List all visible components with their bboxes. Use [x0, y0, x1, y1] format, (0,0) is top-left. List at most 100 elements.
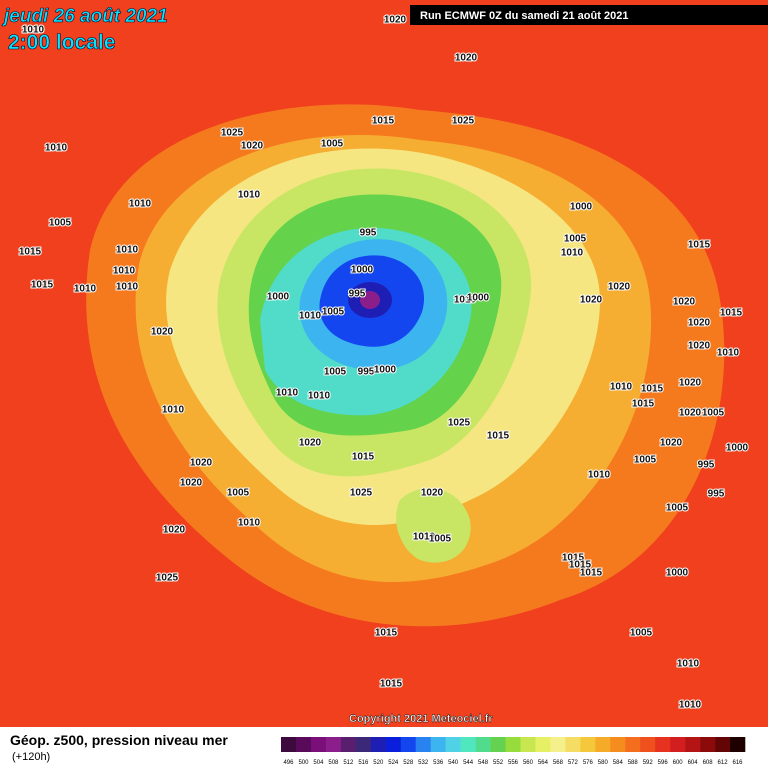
colorbar-swatch [325, 737, 342, 752]
isobar-label: 1020 [688, 341, 711, 352]
colorbar-swatch [385, 737, 402, 752]
colorbar-swatch [685, 737, 701, 752]
isobar-label: 1025 [448, 418, 471, 429]
colorbar-swatch [520, 737, 536, 752]
isobar-label: 1010 [116, 282, 139, 293]
colorbar-label: 556 [508, 760, 519, 766]
isobar-label: 1020 [151, 327, 174, 338]
isobar-label: 1020 [455, 53, 478, 64]
colorbar-swatch [565, 737, 581, 752]
colorbar-label: 600 [673, 760, 684, 766]
isobar-label: 1010 [717, 348, 740, 359]
isobar-label: 1000 [666, 568, 689, 579]
isobar-label: 1020 [679, 408, 702, 419]
colorbar-swatch [730, 737, 746, 752]
colorbar-label: 524 [388, 760, 399, 766]
colorbar-label: 612 [718, 760, 729, 766]
isobar-label: 1005 [666, 503, 689, 514]
isobar-label: 1010 [679, 700, 702, 711]
colorbar-label: 512 [343, 760, 354, 766]
colorbar-swatch [355, 737, 372, 752]
isobar-label: 1005 [429, 534, 452, 545]
geopotential-fill [86, 104, 725, 627]
isobar-label: 1015 [375, 628, 398, 639]
isobar-label: 1020 [608, 282, 631, 293]
colorbar-label: 572 [568, 760, 579, 766]
isobar-label: 1000 [374, 365, 397, 376]
isobar-label: 1005 [324, 367, 347, 378]
colorbar-label: 500 [298, 760, 309, 766]
isobar-label: 1015 [562, 553, 585, 564]
isobar-label: 1005 [49, 218, 72, 229]
isobar-label: 1020 [679, 378, 702, 389]
isobar-label: 1010 [610, 382, 633, 393]
colorbar-label: 584 [613, 760, 624, 766]
footer-lead: (+120h) [12, 751, 50, 763]
colorbar-swatch [310, 737, 327, 752]
colorbar-label: 616 [733, 760, 744, 766]
colorbar-swatch [715, 737, 731, 752]
colorbar-swatch [400, 737, 417, 752]
colorbar-swatch [430, 737, 446, 752]
isobar-label: 1010 [238, 518, 261, 529]
colorbar-swatch [535, 737, 551, 752]
isobar-label: 1020 [673, 297, 696, 308]
colorbar-label: 544 [463, 760, 474, 766]
isobar-label: 1000 [351, 265, 374, 276]
isobar-label: 1020 [163, 525, 186, 536]
colorbar-swatch [655, 737, 671, 752]
colorbar-swatch [281, 737, 297, 752]
isobar-label: 1020 [299, 438, 322, 449]
isobar-label: 1020 [580, 295, 603, 306]
colorbar-label: 552 [493, 760, 504, 766]
colorbar: 496 500 504 508 512 516 520 524 528 532 536 540 544 5… [281, 737, 746, 766]
isobar-label: 995 [708, 489, 725, 500]
isobar-label: 1010 [22, 25, 45, 36]
colorbar-label: 536 [433, 760, 444, 766]
run-box [410, 5, 768, 25]
colorbar-swatch [580, 737, 596, 752]
date-title: jeudi 26 août 2021 [1, 6, 168, 27]
isobar-label: 1010 [561, 248, 584, 259]
isobar-label: 1025 [156, 573, 179, 584]
colorbar-label: 580 [598, 760, 609, 766]
isobar-label: 1020 [421, 488, 444, 499]
colorbar-label: 504 [313, 760, 324, 766]
colorbar-label: 516 [358, 760, 369, 766]
time-title: 2:00 locale [8, 31, 115, 54]
colorbar-swatch [505, 737, 521, 752]
isobar-label: 1010 [454, 295, 477, 306]
isobar-label: 1010 [162, 405, 185, 416]
isobar-label: 1020 [660, 438, 683, 449]
isobar-label: 995 [358, 367, 375, 378]
isobar-label: 1005 [630, 628, 653, 639]
colorbar-label: 592 [643, 760, 654, 766]
colorbar-swatch [670, 737, 686, 752]
colorbar-label: 576 [583, 760, 594, 766]
colorbar-swatch [415, 737, 431, 752]
colorbar-label: 496 [283, 760, 294, 766]
isobar-label: 1020 [688, 318, 711, 329]
isobar-label: 1020 [384, 15, 407, 26]
isobar-label: 1000 [570, 202, 593, 213]
colorbar-label: 608 [703, 760, 714, 766]
colorbar-label: 532 [418, 760, 429, 766]
colorbar-label: 564 [538, 760, 549, 766]
run-info: Run ECMWF 0Z du samedi 21 août 2021 [420, 10, 628, 22]
colorbar-swatch [640, 737, 656, 752]
isobar-label: 1010 [299, 311, 322, 322]
isobar-label: 1025 [452, 116, 475, 127]
colorbar-swatch [475, 737, 491, 752]
isobar-label: 1015 [632, 399, 655, 410]
isobar-label: 1000 [467, 293, 490, 304]
isobar-label: 1015 [688, 240, 711, 251]
isobar-label: 1015 [352, 452, 375, 463]
colorbar-swatch [490, 737, 506, 752]
isobar-label: 1005 [321, 139, 344, 150]
isobar-label: 1015 [487, 431, 510, 442]
isobar-label: 1005 [322, 307, 345, 318]
isobar-label: 995 [349, 289, 366, 300]
isobar-label: 1015 [569, 560, 592, 571]
isobar-label: 1005 [227, 488, 250, 499]
